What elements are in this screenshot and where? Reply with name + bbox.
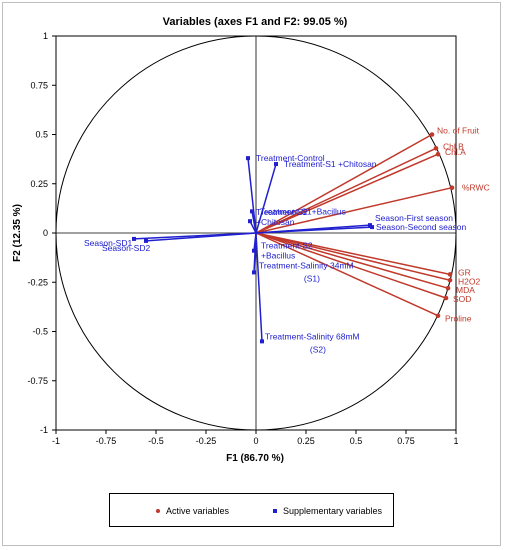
active-label: Chl.B xyxy=(443,141,464,151)
y-tick-label: 1 xyxy=(43,31,48,41)
y-tick-label: 0.5 xyxy=(35,130,48,140)
legend-active-label: Active variables xyxy=(166,506,230,516)
supplementary-label: Season-SD2 xyxy=(102,243,150,253)
supplementary-point xyxy=(246,156,250,161)
active-point xyxy=(435,313,441,319)
supplementary-label: Treatment-Salinity 68mM (S2) xyxy=(265,331,360,354)
supplementary-label: Treatment-Salinity 34mM (S1) xyxy=(259,260,354,283)
legend-item-active: Active variables xyxy=(156,494,229,528)
active-point xyxy=(429,132,435,137)
legend-item-supplementary: Supplementary variables xyxy=(273,494,382,528)
y-tick-label: -1 xyxy=(40,425,48,435)
supplementary-label: Treatment-S2 +Chitosan xyxy=(256,207,308,227)
supplementary-point xyxy=(132,236,136,241)
active-vector-line xyxy=(255,147,437,234)
active-vector-line xyxy=(255,153,439,234)
supplementary-point xyxy=(248,219,252,224)
supplementary-vector-line xyxy=(255,163,277,234)
supplementary-point xyxy=(260,339,264,344)
x-tick-label: -0.75 xyxy=(96,436,117,446)
active-point xyxy=(435,151,441,157)
active-vector-line xyxy=(255,186,453,234)
supplementary-point xyxy=(370,225,374,230)
active-vector-line xyxy=(255,232,447,299)
active-vector-line xyxy=(255,232,449,289)
x-tick-label: -0.25 xyxy=(196,436,217,446)
supplementary-vector-line xyxy=(255,226,373,234)
y-tick-label: 0.75 xyxy=(30,80,48,90)
active-label: Proline xyxy=(445,314,472,324)
active-point xyxy=(443,295,449,301)
supplementary-label: Season-SD1 xyxy=(84,238,132,248)
active-point xyxy=(445,285,451,291)
chart-frame xyxy=(2,2,501,546)
y-tick-label: -0.25 xyxy=(27,277,48,287)
legend-supplementary-label: Supplementary variables xyxy=(283,506,383,516)
x-tick-label: -1 xyxy=(52,436,60,446)
active-label: H2O2 xyxy=(458,276,480,286)
x-axis-label: F1 (86.70 %) xyxy=(226,453,284,464)
active-marker-icon xyxy=(156,509,160,513)
supplementary-marker-icon xyxy=(273,509,277,513)
y-tick-label: -0.75 xyxy=(27,376,48,386)
active-label: SOD xyxy=(453,294,471,304)
y-tick-label: -0.5 xyxy=(32,327,48,337)
supplementary-label: Season-First season xyxy=(375,213,453,223)
active-label: Chl.A xyxy=(445,147,466,157)
active-label: GR xyxy=(458,267,471,277)
active-vector-line xyxy=(255,232,451,276)
y-tick-label: 0.25 xyxy=(30,179,48,189)
active-label: MDA xyxy=(456,285,475,295)
supplementary-label: Treatment-S2 +Bacillus xyxy=(261,241,313,261)
supplementary-point xyxy=(252,248,256,253)
supplementary-point xyxy=(250,209,254,214)
active-point xyxy=(447,277,453,283)
supplementary-label: Treatment-S1 +Chitosan xyxy=(284,159,377,169)
supplementary-point xyxy=(252,270,256,275)
y-tick-label: 0 xyxy=(43,228,48,238)
supplementary-label: Treatment-Control xyxy=(256,153,325,163)
x-tick-label: 0.5 xyxy=(350,436,363,446)
supplementary-vector-line xyxy=(255,232,263,342)
supplementary-vector-line xyxy=(251,211,257,234)
x-tick-label: 0.25 xyxy=(297,436,315,446)
active-vector-line xyxy=(255,232,439,317)
active-point xyxy=(433,145,439,151)
legend: Active variables Supplementary variables xyxy=(109,493,394,527)
active-label: No. of Fruit xyxy=(437,126,480,136)
supplementary-label: Treatment-S1+Bacillus xyxy=(260,206,346,216)
supplementary-vector-line xyxy=(145,232,257,242)
x-tick-label: -0.5 xyxy=(148,436,164,446)
supplementary-vector-line xyxy=(247,158,257,234)
active-vector-line xyxy=(255,232,451,282)
active-point xyxy=(447,272,453,277)
active-vector-line xyxy=(255,133,433,234)
active-label: %RWC xyxy=(462,183,490,193)
supplementary-point xyxy=(144,238,148,243)
x-tick-label: 0.75 xyxy=(397,436,415,446)
x-tick-label: 0 xyxy=(253,436,258,446)
chart-title: Variables (axes F1 and F2: 99.05 %) xyxy=(163,16,348,28)
supplementary-point xyxy=(274,162,278,167)
plot-area: -1 -0.75 -0.5 -0.25 0 0.25 0.5 0.75 1 1 0.75 0.5 0.2… xyxy=(27,31,489,446)
supplementary-label: Season-Second season xyxy=(376,222,467,232)
active-point xyxy=(449,185,455,190)
y-axis-label: F2 (12.35 %) xyxy=(12,204,23,262)
x-tick-label: 1 xyxy=(453,436,458,446)
